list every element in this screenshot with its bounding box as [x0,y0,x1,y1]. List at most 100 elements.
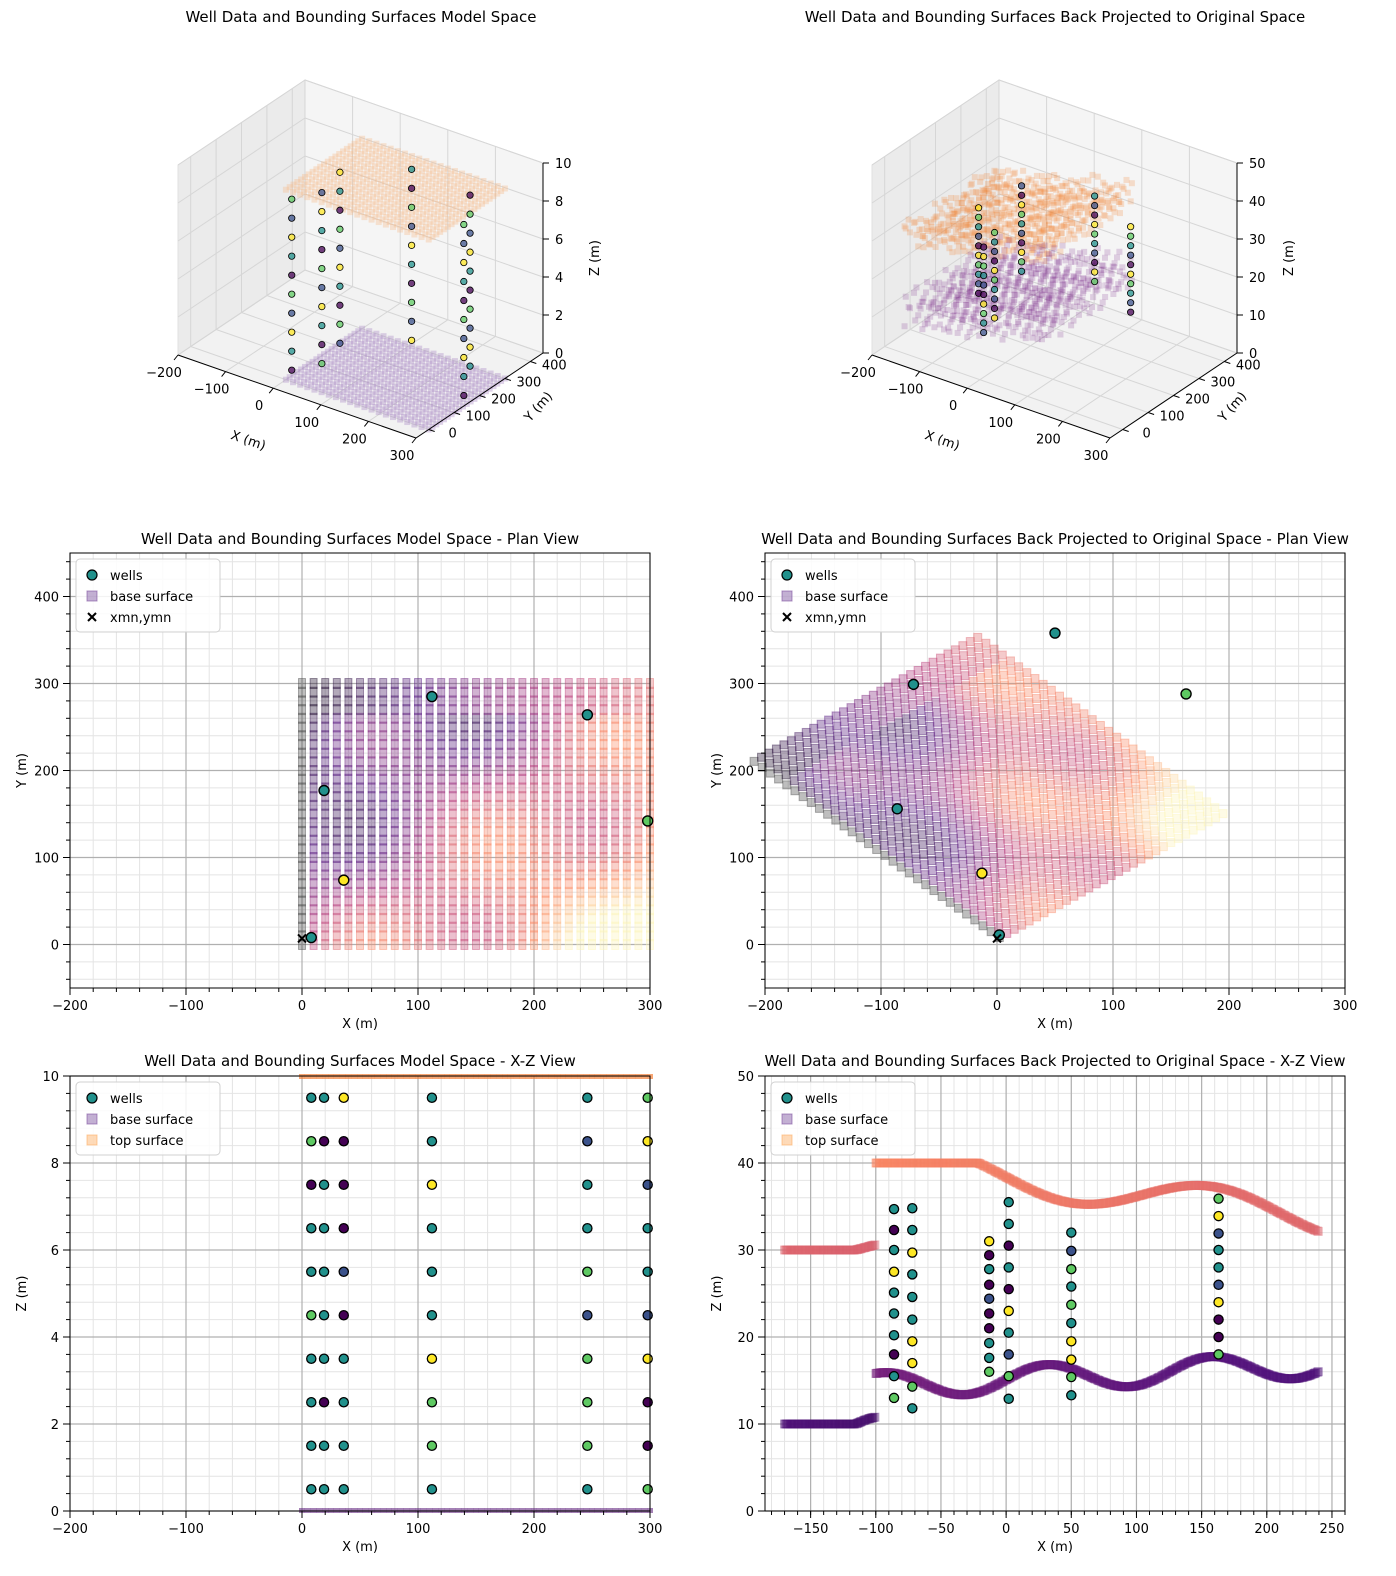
well-sample [980,252,988,261]
top-cell [401,216,408,223]
base-cell [403,368,410,375]
surface-cell [425,860,434,872]
surface-cell [952,883,962,893]
top-cell [331,168,338,175]
top-cell [396,175,403,182]
model-plan-xtick: −200 [52,999,88,1014]
base-cell [483,380,490,387]
top-cell [1066,208,1073,215]
surface-cell [773,764,783,774]
base-cell [1029,289,1036,296]
base-cell [1051,245,1058,252]
base-cell [959,284,966,291]
top-cell [989,234,996,241]
base-cell [1053,264,1060,271]
surface-cell [599,678,608,689]
surface-cell [865,754,875,764]
surface-cell [907,794,917,804]
base-cell [918,298,925,305]
top-cell [1042,188,1049,195]
surface-cell [390,756,399,768]
base-cell [1050,320,1057,327]
surface-cell [622,738,631,750]
top-cell [994,210,1001,217]
well-sample [336,225,344,233]
surface-cell [356,773,364,785]
surface-cell [599,782,608,794]
base-cell [997,305,1004,312]
surface-cell [958,745,968,755]
surface-cell [920,756,930,766]
surface-cell [379,712,388,724]
top-cell [950,234,957,241]
top-cell [376,145,383,152]
well-sample [338,1310,350,1321]
base-cell [330,381,337,388]
surface-cell [1016,692,1026,702]
surface-cell [877,810,887,820]
base-cell [984,269,991,276]
top-cell [1024,227,1031,234]
surface-cell [460,678,469,689]
top-cell [981,238,988,245]
surface-cell [889,762,899,772]
top-cell [1063,183,1070,190]
top-cell [461,190,468,197]
surface-cell [1121,758,1131,768]
surface-cell [998,774,1008,784]
surface-cell [1061,885,1071,895]
surface-cell [634,886,643,898]
top-cell [372,214,379,221]
base-cell [1010,329,1017,336]
top-cell [317,163,324,170]
surface-cell [472,773,480,785]
surface-cell [309,686,318,698]
well-sample [318,321,326,330]
base-cell [1046,255,1053,262]
top-cell [1030,190,1037,197]
surface-cell [321,878,330,890]
base-cell [464,385,471,392]
base-cell [956,286,963,293]
surface-cell [1001,700,1011,710]
top-cell [1103,190,1110,197]
surface-cell [506,730,515,742]
top-cell [338,178,345,185]
surface-cell [984,897,994,907]
surface-cell [1028,748,1038,758]
top-cell [932,214,939,221]
surface-cell [495,834,504,846]
surface-cell [518,869,527,881]
surface-cell [987,718,997,728]
base-cell [487,378,494,385]
surface-cell [951,655,961,665]
surface-cell [1014,880,1024,890]
surface-cell [402,686,411,698]
surface-cell [390,886,399,898]
surface-cell [1035,848,1045,858]
base-cell [1009,258,1016,265]
surface-cell [862,714,872,724]
surface-cell [309,773,318,785]
top-cell [359,186,366,193]
surface-cell [1032,704,1042,714]
surface-cell [588,869,596,881]
surface-cell [1068,881,1078,891]
top-cell [1033,205,1040,212]
surface-cell [367,791,376,803]
base-cell [1022,327,1029,334]
base-cell [976,332,983,339]
top-cell [448,221,455,228]
base-cell [1040,320,1047,327]
surface-cell [518,825,527,837]
base-cell [973,264,980,271]
base-cell [1090,294,1097,301]
surface-cell [1112,732,1122,742]
surface-cell [483,904,492,916]
surface-cell [1094,815,1104,825]
base-cell [408,416,415,423]
base-cell [398,393,405,400]
surface-cell [1053,889,1063,899]
surface-cell [1062,791,1072,801]
surface-cell [506,695,515,707]
